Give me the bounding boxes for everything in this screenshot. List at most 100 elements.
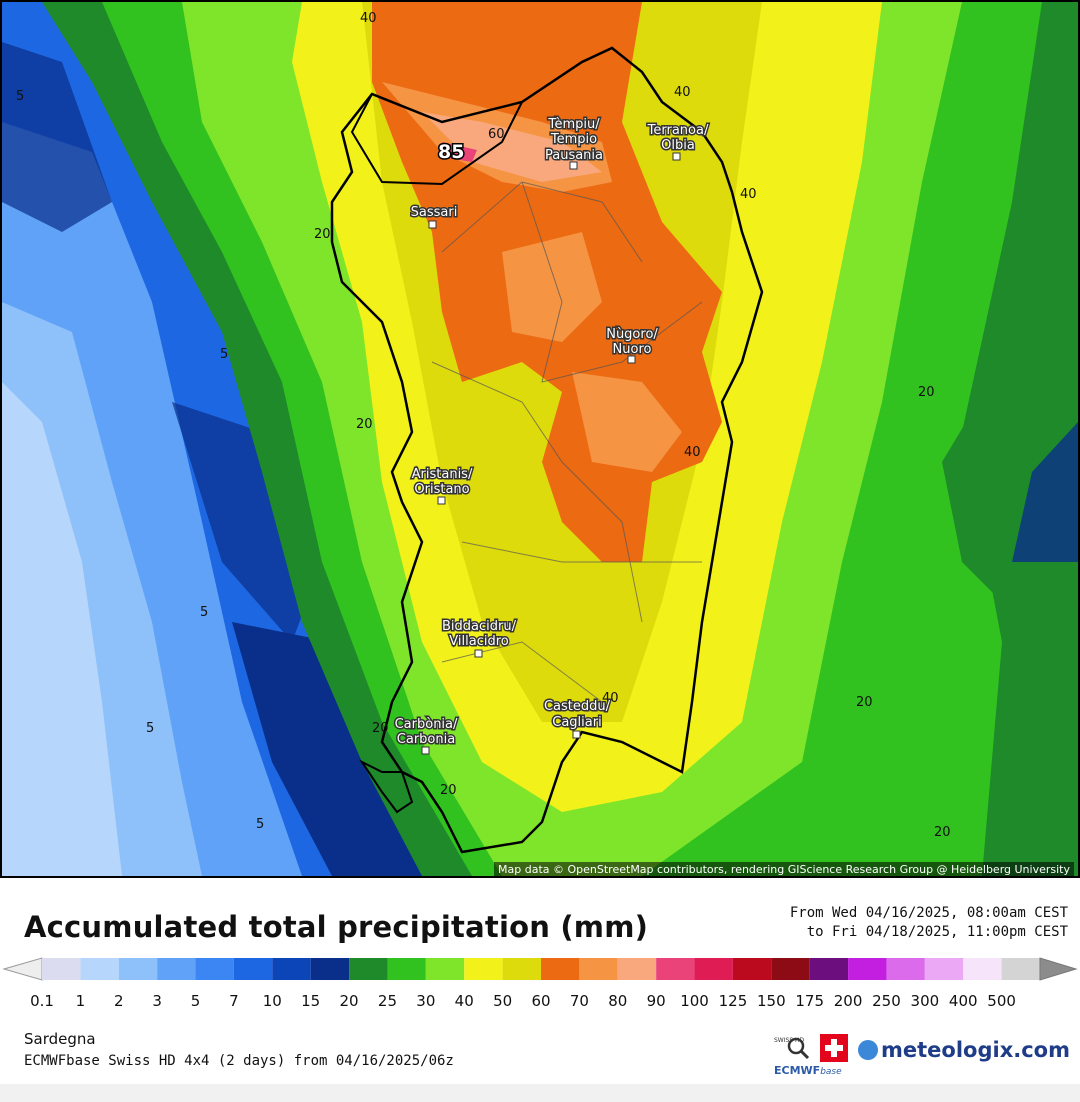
city-label: Olbia: [661, 138, 695, 153]
city-label: Nùgoro/: [606, 327, 658, 342]
scale-tick-label: 500: [987, 992, 1016, 1010]
model-info: ECMWFbase Swiss HD 4x4 (2 days) from 04/…: [24, 1053, 454, 1069]
scale-tick-label: 150: [756, 992, 786, 1010]
scale-tick-label: 20: [339, 992, 359, 1010]
scale-tick-label: 70: [569, 992, 589, 1010]
island-sant-antioco: [359, 759, 414, 814]
city-label: Casteddu/: [544, 699, 611, 714]
scale-swatch: [541, 958, 580, 980]
city-sassari[interactable]: Sassari: [409, 204, 459, 229]
contour-label: 60: [488, 127, 505, 142]
period-to: to Fri 04/18/2025, 11:00pm CEST: [806, 924, 1068, 940]
contour-label: 40: [684, 445, 701, 460]
city-label: Sassari: [411, 205, 458, 220]
city-marker: [569, 161, 578, 170]
scale-tick-label: 400: [948, 992, 978, 1010]
scale-swatch: [848, 958, 887, 980]
scale-tick-label: 175: [795, 992, 825, 1010]
city-villacidro[interactable]: Biddacidru/ Villacidro: [441, 618, 518, 658]
city-label: Carbonia: [397, 732, 455, 747]
contour-label: 20: [856, 695, 873, 710]
scale-swatch: [349, 958, 388, 980]
orange-light-centre: [502, 232, 602, 342]
scale-swatch: [771, 958, 810, 980]
forecast-period: From Wed 04/16/2025, 08:00am CEST to Fri…: [790, 904, 1068, 942]
contour-label: 20: [372, 721, 389, 736]
scale-swatch: [656, 958, 695, 980]
scale-swatch: [118, 958, 158, 980]
scale-tick-label: 40: [454, 992, 474, 1010]
scale-tick-label: 200: [833, 992, 863, 1010]
meteologix-icon: [858, 1040, 878, 1060]
scale-tick-label: 30: [416, 992, 436, 1010]
city-marker: [672, 152, 681, 161]
city-cagliari[interactable]: Casteddu/ Cagliari: [542, 698, 612, 739]
scale-swatch: [809, 958, 849, 980]
scale-tick-label: 5: [190, 992, 201, 1010]
scale-tick-label: 10: [262, 992, 282, 1010]
city-label: Carbònia/: [395, 717, 458, 732]
ecmwf-text: ECMWF: [774, 1064, 821, 1077]
ecmwf-logo: ECMWFbase: [774, 1064, 842, 1077]
city-carbonia[interactable]: Carbònia/ Carbonia: [393, 716, 460, 755]
city-oristano[interactable]: Aristanis/ Oristano: [410, 466, 474, 505]
scale-swatch: [233, 958, 273, 980]
city-label: Tèmpiu/: [547, 117, 600, 132]
scale-swatch: [886, 958, 925, 980]
scale-swatch: [694, 958, 733, 980]
city-label: Pausania: [545, 148, 603, 163]
scale-tick-label: 125: [718, 992, 748, 1010]
dark-band-1: [2, 42, 112, 232]
magnifier-handle: [799, 1049, 810, 1060]
contour-label: 40: [674, 85, 691, 100]
scale-swatch: [464, 958, 503, 980]
peak-value-label: 85: [438, 141, 464, 163]
scale-tick-label: 15: [301, 992, 321, 1010]
pink-peak: [442, 142, 477, 162]
scale-tick-label: 2: [113, 992, 124, 1010]
province-borders: [431, 181, 703, 703]
city-olbia[interactable]: Terranoa/ Olbia: [645, 122, 710, 161]
scale-swatch: [195, 958, 234, 980]
period-from: From Wed 04/16/2025, 08:00am CEST: [789, 905, 1068, 921]
contour-label: 5: [256, 817, 264, 832]
west-sea-palest: [2, 382, 122, 876]
contour-label: 40: [360, 11, 377, 26]
city-tempio[interactable]: Tèmpiu/ Tempio Pausania: [543, 116, 605, 170]
meteologix-text: meteologix.com: [881, 1038, 1070, 1062]
scale-tick-label: 50: [493, 992, 513, 1010]
scale-tick-label: 0.1: [30, 992, 54, 1010]
region-name: Sardegna: [24, 1030, 96, 1048]
contour-label: 20: [314, 227, 331, 242]
scale-swatch: [1001, 958, 1040, 980]
scale-swatch: [157, 958, 196, 980]
city-marker: [421, 746, 430, 755]
scale-swatch: [617, 958, 657, 980]
contour-label: 40: [740, 187, 757, 202]
scale-tick-label: 25: [377, 992, 397, 1010]
map-attribution[interactable]: Map data © OpenStreetMap contributors, r…: [494, 862, 1074, 876]
scale-tick-label: 100: [680, 992, 709, 1010]
meteologix-logo[interactable]: meteologix.com: [858, 1038, 1070, 1062]
sardinia-coastline: [330, 46, 764, 854]
logo-area: SWISS HD ECMWFbase meteologix.com: [772, 1028, 1072, 1084]
city-label: Biddacidru/: [442, 619, 517, 634]
scale-swatch: [732, 958, 772, 980]
swiss-flag-icon: [820, 1034, 848, 1062]
contour-label: 5: [220, 347, 228, 362]
contour-label: 20: [440, 783, 457, 798]
city-label: Nuoro: [613, 342, 652, 357]
scale-ticks: 0.1 1 2 3 5 7 10 15 20 25 30 40 50 60 70 80 90 100 125 150 1…: [0, 992, 1080, 1012]
scale-swatch: [425, 958, 465, 980]
scale-swatch: [42, 958, 81, 980]
contour-label: 40: [602, 691, 619, 706]
contour-label: 5: [16, 89, 24, 104]
scale-tick-label: 300: [910, 992, 940, 1010]
precipitation-map[interactable]: 40 40 60 40 20 5 5 20 20 40 5 20 20 40 5…: [0, 0, 1080, 878]
contour-label: 20: [356, 417, 373, 432]
contour-label: 20: [934, 825, 951, 840]
color-scale: [2, 957, 1078, 981]
city-nuoro[interactable]: Nùgoro/ Nuoro: [605, 326, 660, 364]
dark-band-2: [172, 402, 322, 642]
legend-panel: Accumulated total precipitation (mm) Fro…: [0, 878, 1080, 1102]
